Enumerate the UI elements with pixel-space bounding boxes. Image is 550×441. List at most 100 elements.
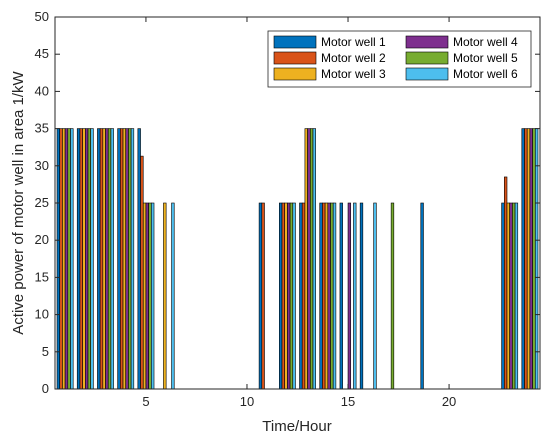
bar bbox=[59, 128, 63, 390]
bar bbox=[171, 202, 175, 390]
y-tick-label: 20 bbox=[35, 232, 49, 247]
bar bbox=[79, 128, 83, 390]
bar bbox=[514, 202, 519, 390]
y-axis-ticks: 0 5 10 15 20 25 30 35 40 45 50 bbox=[35, 9, 540, 396]
y-tick-label: 30 bbox=[35, 158, 49, 173]
bar bbox=[85, 128, 89, 390]
y-tick-label: 25 bbox=[35, 195, 49, 210]
y-axis-label: Active power of motor well in area 1/kW bbox=[10, 70, 27, 334]
bar bbox=[526, 128, 531, 390]
bar bbox=[299, 202, 303, 390]
bar bbox=[532, 128, 536, 390]
bar bbox=[512, 202, 516, 390]
bar bbox=[503, 176, 508, 390]
bar bbox=[506, 202, 510, 390]
legend-label: Motor well 1 bbox=[321, 35, 386, 49]
legend-swatch bbox=[273, 35, 317, 49]
bar bbox=[332, 202, 337, 390]
bar bbox=[105, 128, 109, 390]
legend-label: Motor well 3 bbox=[321, 67, 386, 81]
bar bbox=[319, 202, 323, 390]
bar bbox=[322, 202, 326, 390]
bar bbox=[145, 202, 149, 390]
bar bbox=[309, 128, 314, 390]
y-tick-label: 10 bbox=[35, 307, 49, 322]
bar bbox=[359, 202, 364, 390]
y-tick-label: 5 bbox=[42, 344, 49, 359]
bar bbox=[125, 128, 129, 390]
legend-swatch bbox=[405, 51, 449, 65]
bar bbox=[534, 128, 539, 390]
bar bbox=[353, 202, 357, 390]
bar bbox=[509, 202, 513, 390]
bar bbox=[102, 128, 106, 390]
x-axis-label: Time/Hour bbox=[262, 418, 331, 435]
bar bbox=[110, 128, 114, 390]
bar bbox=[312, 128, 316, 390]
bar bbox=[117, 128, 121, 390]
bar bbox=[390, 202, 395, 390]
legend-label: Motor well 5 bbox=[453, 51, 518, 65]
bar bbox=[87, 128, 92, 390]
bar bbox=[56, 128, 61, 390]
bar bbox=[151, 202, 155, 390]
bar bbox=[524, 128, 528, 390]
legend-label: Motor well 2 bbox=[321, 51, 386, 65]
bar bbox=[373, 202, 377, 390]
bar bbox=[347, 202, 352, 390]
bar bbox=[148, 202, 152, 390]
bar bbox=[107, 128, 112, 390]
x-tick-label: 15 bbox=[341, 394, 355, 409]
bar bbox=[292, 202, 296, 390]
bar bbox=[307, 128, 311, 390]
bar bbox=[130, 128, 135, 390]
bar bbox=[122, 128, 127, 390]
bar bbox=[289, 202, 294, 390]
y-tick-label: 50 bbox=[35, 9, 49, 24]
legend-swatch bbox=[405, 35, 449, 49]
bar bbox=[90, 128, 94, 390]
x-tick-label: 5 bbox=[142, 394, 149, 409]
bar bbox=[120, 128, 124, 390]
bar bbox=[99, 128, 104, 390]
bar bbox=[163, 202, 167, 390]
y-tick-label: 0 bbox=[42, 381, 49, 396]
bar bbox=[76, 128, 81, 390]
bar bbox=[67, 128, 71, 390]
bar bbox=[420, 202, 424, 390]
y-tick-label: 45 bbox=[35, 46, 49, 61]
bar bbox=[142, 202, 147, 390]
bar bbox=[261, 202, 265, 390]
x-tick-label: 20 bbox=[442, 394, 456, 409]
bar bbox=[529, 128, 533, 390]
x-axis-ticks: 5 10 15 20 bbox=[142, 17, 456, 409]
bar bbox=[128, 128, 132, 390]
bar bbox=[82, 128, 86, 390]
legend-swatch bbox=[273, 67, 317, 81]
bar bbox=[70, 128, 74, 390]
bar bbox=[258, 202, 263, 390]
bar bbox=[62, 128, 66, 390]
bar bbox=[137, 128, 141, 390]
bar bbox=[284, 202, 288, 390]
legend-label: Motor well 6 bbox=[453, 67, 518, 81]
bar bbox=[339, 202, 343, 390]
legend-swatch bbox=[405, 67, 449, 81]
y-tick-label: 15 bbox=[35, 269, 49, 284]
bar bbox=[304, 128, 308, 390]
x-tick-label: 10 bbox=[240, 394, 254, 409]
bar bbox=[301, 202, 306, 390]
bar bbox=[279, 202, 283, 390]
legend-label: Motor well 4 bbox=[453, 35, 518, 49]
bar bbox=[501, 202, 505, 390]
bar bbox=[521, 128, 525, 390]
bar bbox=[327, 202, 331, 390]
bar bbox=[287, 202, 291, 390]
bar bbox=[324, 202, 329, 390]
legend: Motor well 1 Motor well 2 Motor well 3 Moto… bbox=[267, 30, 532, 88]
y-tick-label: 40 bbox=[35, 83, 49, 98]
y-tick-label: 35 bbox=[35, 121, 49, 136]
legend-swatch bbox=[273, 51, 317, 65]
bar bbox=[281, 202, 286, 390]
